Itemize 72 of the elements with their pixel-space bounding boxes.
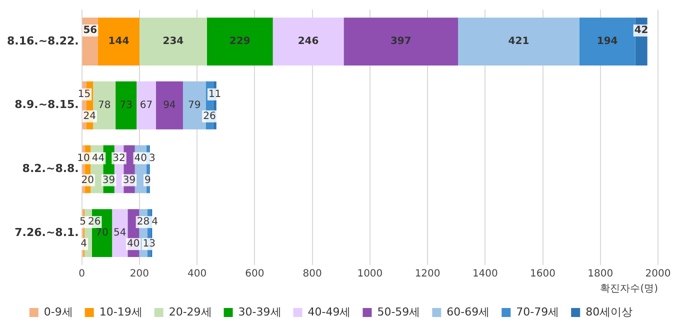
x-tick-label: 1200: [414, 268, 440, 280]
data-label: 24: [83, 110, 96, 122]
bar: [206, 18, 273, 66]
data-label: 78: [98, 100, 111, 111]
data-label: 4: [152, 216, 158, 228]
x-tick-label: 1000: [357, 268, 383, 280]
data-label: 20: [81, 174, 94, 186]
data-label: 40: [127, 238, 140, 250]
x-tick-label: 400: [188, 268, 207, 280]
data-label: 144: [108, 36, 130, 48]
bar: [112, 209, 128, 258]
data-label: 15: [78, 88, 91, 100]
data-label: 9: [144, 174, 151, 186]
bar: [116, 81, 137, 130]
x-tick-label: 1400: [472, 268, 498, 280]
legend-label: 0-9세: [44, 305, 73, 318]
x-axis-title: 확진자수(명): [600, 284, 658, 295]
data-label: 44: [92, 152, 105, 164]
data-label: 246: [298, 36, 319, 48]
data-label: 28: [136, 216, 150, 228]
data-label: 229: [229, 36, 250, 48]
bar: [272, 18, 344, 66]
data-label: 40: [134, 152, 147, 164]
data-label: 26: [203, 110, 216, 122]
legend-label: 60-69세: [446, 305, 490, 318]
legend-label: 20-29세: [168, 305, 212, 318]
data-label: 73: [120, 100, 132, 111]
x-tick-label: 200: [130, 268, 150, 280]
data-label: 79: [188, 100, 201, 111]
data-label: 5: [80, 216, 86, 228]
data-label: 397: [390, 36, 412, 48]
x-tick-label: 1800: [588, 268, 614, 280]
data-label: 13: [142, 238, 156, 250]
bar: [579, 18, 636, 66]
data-label: 39: [122, 174, 136, 186]
bar: [136, 81, 156, 130]
data-label: 234: [162, 36, 184, 48]
y-tick-label: 7.26.~8.1.: [14, 226, 79, 239]
data-label: 39: [102, 174, 116, 186]
data-label: 11: [208, 88, 222, 100]
legend-label: 10-19세: [99, 305, 142, 318]
legend-label: 30-39세: [238, 305, 282, 318]
data-label: 70: [96, 228, 108, 239]
legend-label: 80세이상: [586, 305, 633, 318]
x-tick-label: 2000: [645, 268, 671, 280]
x-tick-label: 1600: [530, 268, 556, 280]
bar: [458, 18, 580, 66]
bar: [98, 18, 140, 66]
data-label: 421: [508, 36, 530, 48]
y-tick-label: 8.9.~8.15.: [14, 98, 79, 112]
data-label: 194: [596, 36, 618, 48]
bar: [156, 81, 183, 130]
data-label: 3: [148, 152, 156, 164]
x-tick-label: 600: [245, 268, 264, 280]
x-tick-label: 0: [78, 268, 86, 280]
data-label: 67: [140, 100, 153, 111]
data-label: 32: [112, 152, 126, 164]
legend-label: 40-49세: [308, 305, 351, 318]
data-label: 56: [83, 25, 98, 36]
x-tick-label: 800: [302, 268, 322, 280]
y-tick-label: 8.2.~8.8.: [22, 162, 79, 176]
data-label: 4: [80, 238, 88, 250]
data-label: 94: [163, 100, 176, 111]
data-label: 26: [88, 216, 101, 228]
data-label: 10: [77, 152, 90, 164]
data-label: 42: [634, 25, 648, 36]
legend-label: 50-59세: [377, 305, 420, 318]
legend-label: 70-79세: [516, 305, 560, 318]
y-tick-label: 8.16.~8.22.: [6, 34, 79, 48]
bar: [344, 18, 458, 66]
data-label: 54: [114, 228, 126, 239]
bar: [139, 18, 207, 66]
